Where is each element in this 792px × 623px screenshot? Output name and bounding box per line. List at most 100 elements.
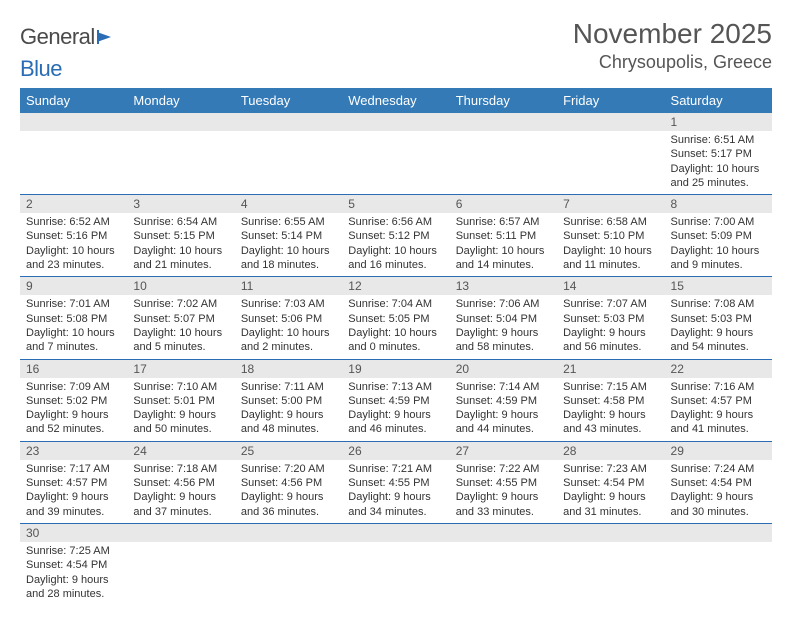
- day-body: Sunrise: 6:57 AMSunset: 5:11 PMDaylight:…: [450, 213, 557, 276]
- daylight-text: Daylight: 9 hours and 43 minutes.: [563, 408, 658, 437]
- daylight-text: Daylight: 9 hours and 54 minutes.: [671, 326, 766, 355]
- daylight-text: Daylight: 9 hours and 36 minutes.: [241, 490, 336, 519]
- calendar-cell: 19Sunrise: 7:13 AMSunset: 4:59 PMDayligh…: [342, 359, 449, 441]
- day-number: [665, 524, 772, 542]
- daylight-text: Daylight: 9 hours and 34 minutes.: [348, 490, 443, 519]
- sunset-text: Sunset: 4:57 PM: [26, 476, 121, 490]
- weekday-header: Monday: [127, 88, 234, 113]
- day-body: Sunrise: 7:18 AMSunset: 4:56 PMDaylight:…: [127, 460, 234, 523]
- sunrise-text: Sunrise: 7:16 AM: [671, 380, 766, 394]
- sunrise-text: Sunrise: 6:52 AM: [26, 215, 121, 229]
- calendar-cell: 10Sunrise: 7:02 AMSunset: 5:07 PMDayligh…: [127, 277, 234, 359]
- sunset-text: Sunset: 5:03 PM: [671, 312, 766, 326]
- day-body: Sunrise: 7:15 AMSunset: 4:58 PMDaylight:…: [557, 378, 664, 441]
- calendar-table: SundayMondayTuesdayWednesdayThursdayFrid…: [20, 88, 772, 605]
- sunrise-text: Sunrise: 7:11 AM: [241, 380, 336, 394]
- day-number: [342, 113, 449, 131]
- day-number: 10: [127, 277, 234, 295]
- day-number: 8: [665, 195, 772, 213]
- day-number: 27: [450, 442, 557, 460]
- sunset-text: Sunset: 4:56 PM: [241, 476, 336, 490]
- day-body: Sunrise: 6:55 AMSunset: 5:14 PMDaylight:…: [235, 213, 342, 276]
- calendar-cell: 27Sunrise: 7:22 AMSunset: 4:55 PMDayligh…: [450, 441, 557, 523]
- calendar-row: 23Sunrise: 7:17 AMSunset: 4:57 PMDayligh…: [20, 441, 772, 523]
- day-body: Sunrise: 7:08 AMSunset: 5:03 PMDaylight:…: [665, 295, 772, 358]
- day-body: Sunrise: 7:03 AMSunset: 5:06 PMDaylight:…: [235, 295, 342, 358]
- calendar-cell: [450, 113, 557, 195]
- day-number: 3: [127, 195, 234, 213]
- day-number: 17: [127, 360, 234, 378]
- sunset-text: Sunset: 4:54 PM: [26, 558, 121, 572]
- calendar-row: 2Sunrise: 6:52 AMSunset: 5:16 PMDaylight…: [20, 195, 772, 277]
- calendar-cell: 16Sunrise: 7:09 AMSunset: 5:02 PMDayligh…: [20, 359, 127, 441]
- day-number: [557, 524, 664, 542]
- calendar-cell: 20Sunrise: 7:14 AMSunset: 4:59 PMDayligh…: [450, 359, 557, 441]
- day-number: 21: [557, 360, 664, 378]
- sunset-text: Sunset: 5:08 PM: [26, 312, 121, 326]
- calendar-cell: 15Sunrise: 7:08 AMSunset: 5:03 PMDayligh…: [665, 277, 772, 359]
- day-body: Sunrise: 7:14 AMSunset: 4:59 PMDaylight:…: [450, 378, 557, 441]
- calendar-cell: 3Sunrise: 6:54 AMSunset: 5:15 PMDaylight…: [127, 195, 234, 277]
- calendar-cell: 8Sunrise: 7:00 AMSunset: 5:09 PMDaylight…: [665, 195, 772, 277]
- calendar-row: 9Sunrise: 7:01 AMSunset: 5:08 PMDaylight…: [20, 277, 772, 359]
- weekday-header: Friday: [557, 88, 664, 113]
- calendar-cell: 28Sunrise: 7:23 AMSunset: 4:54 PMDayligh…: [557, 441, 664, 523]
- day-body: Sunrise: 6:51 AMSunset: 5:17 PMDaylight:…: [665, 131, 772, 194]
- daylight-text: Daylight: 9 hours and 58 minutes.: [456, 326, 551, 355]
- sunset-text: Sunset: 5:09 PM: [671, 229, 766, 243]
- sunset-text: Sunset: 4:56 PM: [133, 476, 228, 490]
- calendar-cell: 13Sunrise: 7:06 AMSunset: 5:04 PMDayligh…: [450, 277, 557, 359]
- calendar-cell: 1Sunrise: 6:51 AMSunset: 5:17 PMDaylight…: [665, 113, 772, 195]
- daylight-text: Daylight: 9 hours and 56 minutes.: [563, 326, 658, 355]
- calendar-cell: 30Sunrise: 7:25 AMSunset: 4:54 PMDayligh…: [20, 523, 127, 605]
- sunrise-text: Sunrise: 7:18 AM: [133, 462, 228, 476]
- daylight-text: Daylight: 10 hours and 9 minutes.: [671, 244, 766, 273]
- day-body: Sunrise: 7:13 AMSunset: 4:59 PMDaylight:…: [342, 378, 449, 441]
- sunset-text: Sunset: 5:17 PM: [671, 147, 766, 161]
- daylight-text: Daylight: 9 hours and 31 minutes.: [563, 490, 658, 519]
- daylight-text: Daylight: 9 hours and 50 minutes.: [133, 408, 228, 437]
- day-number: 28: [557, 442, 664, 460]
- calendar-cell: [127, 113, 234, 195]
- calendar-cell: [235, 523, 342, 605]
- day-number: [450, 113, 557, 131]
- sunrise-text: Sunrise: 7:04 AM: [348, 297, 443, 311]
- page: GeneralBlue November 2025 Chrysoupolis, …: [0, 0, 792, 623]
- calendar-cell: [557, 523, 664, 605]
- day-body: Sunrise: 7:23 AMSunset: 4:54 PMDaylight:…: [557, 460, 664, 523]
- sunrise-text: Sunrise: 7:17 AM: [26, 462, 121, 476]
- day-number: [342, 524, 449, 542]
- daylight-text: Daylight: 9 hours and 52 minutes.: [26, 408, 121, 437]
- sunrise-text: Sunrise: 7:23 AM: [563, 462, 658, 476]
- sunrise-text: Sunrise: 6:55 AM: [241, 215, 336, 229]
- sunrise-text: Sunrise: 7:20 AM: [241, 462, 336, 476]
- sunset-text: Sunset: 5:14 PM: [241, 229, 336, 243]
- daylight-text: Daylight: 10 hours and 7 minutes.: [26, 326, 121, 355]
- day-number: [127, 113, 234, 131]
- brand-name-b: Blue: [20, 56, 62, 81]
- sunset-text: Sunset: 4:59 PM: [348, 394, 443, 408]
- sunset-text: Sunset: 5:02 PM: [26, 394, 121, 408]
- sunset-text: Sunset: 5:10 PM: [563, 229, 658, 243]
- calendar-cell: [665, 523, 772, 605]
- calendar-cell: 9Sunrise: 7:01 AMSunset: 5:08 PMDaylight…: [20, 277, 127, 359]
- calendar-cell: 29Sunrise: 7:24 AMSunset: 4:54 PMDayligh…: [665, 441, 772, 523]
- calendar-cell: 23Sunrise: 7:17 AMSunset: 4:57 PMDayligh…: [20, 441, 127, 523]
- day-number: 15: [665, 277, 772, 295]
- daylight-text: Daylight: 9 hours and 30 minutes.: [671, 490, 766, 519]
- sunrise-text: Sunrise: 7:07 AM: [563, 297, 658, 311]
- sunrise-text: Sunrise: 7:15 AM: [563, 380, 658, 394]
- day-number: 20: [450, 360, 557, 378]
- calendar-row: 1Sunrise: 6:51 AMSunset: 5:17 PMDaylight…: [20, 113, 772, 195]
- calendar-cell: 5Sunrise: 6:56 AMSunset: 5:12 PMDaylight…: [342, 195, 449, 277]
- day-body: Sunrise: 7:02 AMSunset: 5:07 PMDaylight:…: [127, 295, 234, 358]
- daylight-text: Daylight: 9 hours and 48 minutes.: [241, 408, 336, 437]
- sunset-text: Sunset: 4:57 PM: [671, 394, 766, 408]
- day-number: 29: [665, 442, 772, 460]
- calendar-cell: 4Sunrise: 6:55 AMSunset: 5:14 PMDaylight…: [235, 195, 342, 277]
- day-number: 1: [665, 113, 772, 131]
- day-body: Sunrise: 7:24 AMSunset: 4:54 PMDaylight:…: [665, 460, 772, 523]
- sunset-text: Sunset: 4:55 PM: [456, 476, 551, 490]
- location: Chrysoupolis, Greece: [573, 52, 772, 73]
- calendar-body: 1Sunrise: 6:51 AMSunset: 5:17 PMDaylight…: [20, 113, 772, 605]
